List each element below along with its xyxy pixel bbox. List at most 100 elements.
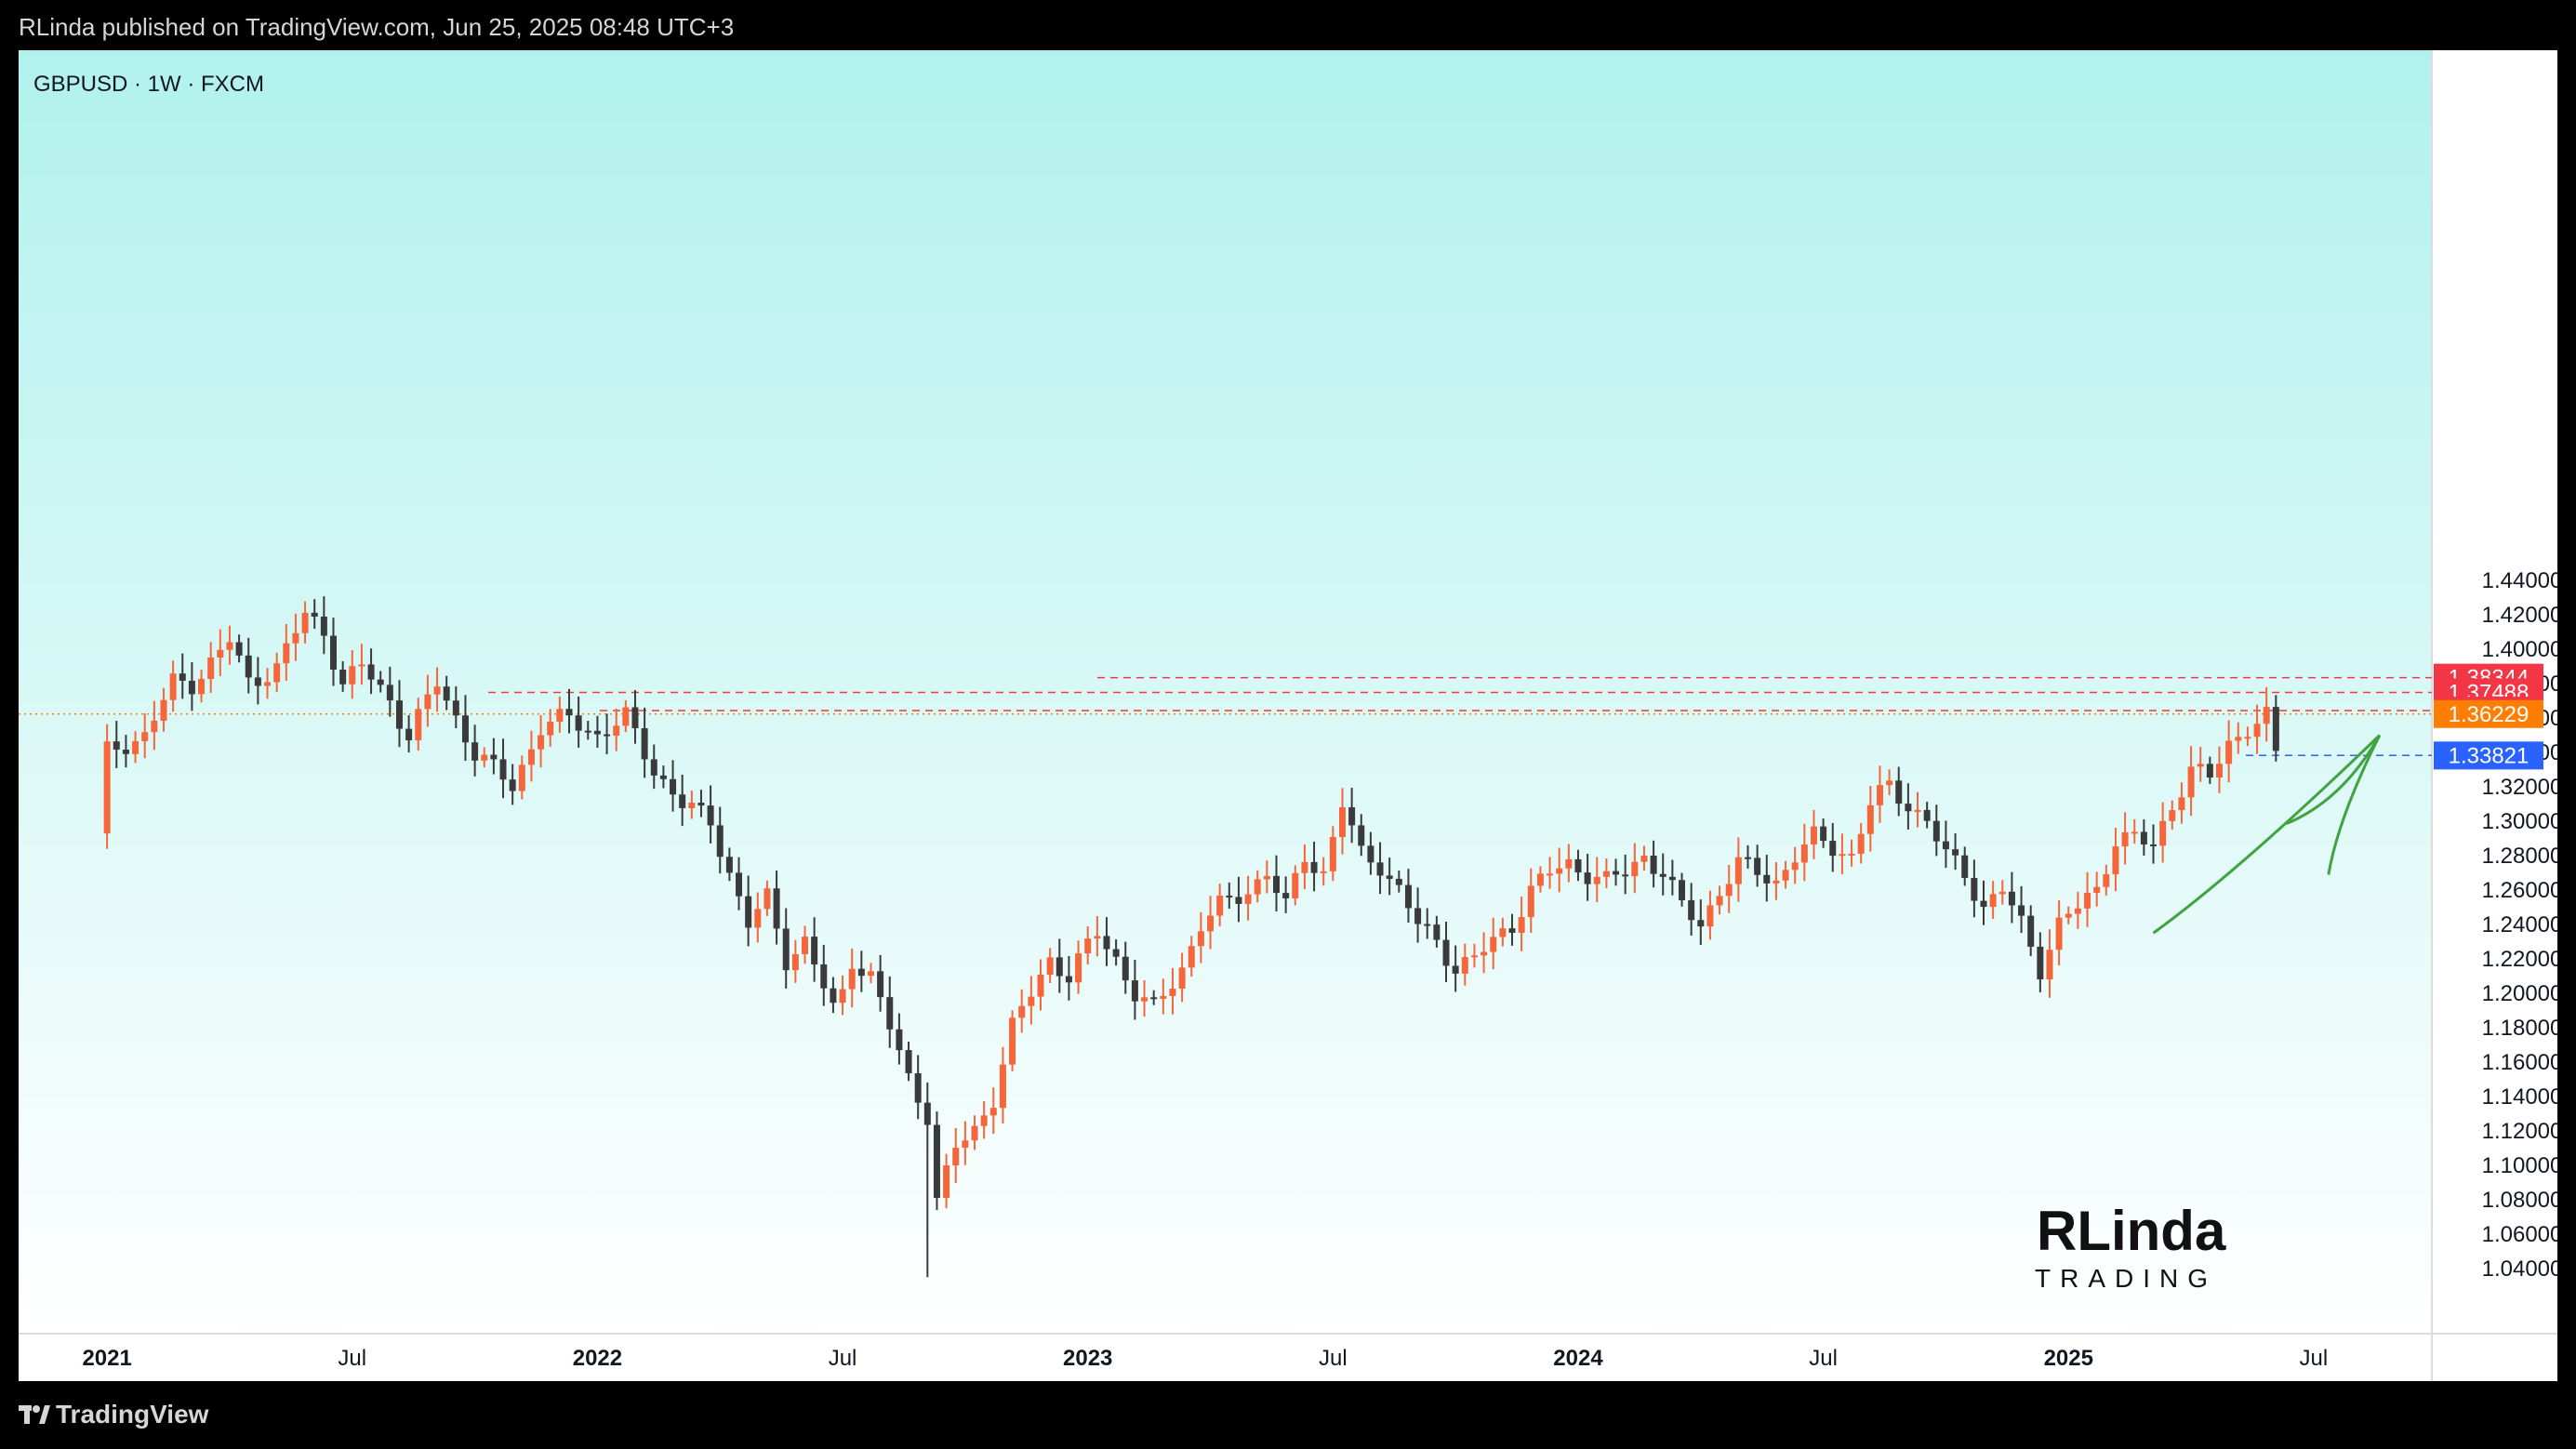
price-tick-label: 1.10000: [2482, 1153, 2557, 1178]
candle: [631, 689, 639, 744]
candle-body: [151, 720, 158, 733]
candle: [471, 724, 479, 777]
candle-body: [1301, 861, 1308, 873]
candle-body: [1565, 858, 1573, 869]
candle-body: [2272, 707, 2279, 751]
time-axis-ticks: 2021 Jul 2022 Jul 2023 Jul 2024 Jul 2025 Jul: [82, 1346, 2328, 1371]
candle-body: [2263, 707, 2270, 724]
candle-body: [1442, 939, 1450, 966]
candle: [1461, 943, 1468, 986]
candle: [1084, 925, 1092, 964]
candle-body: [405, 728, 413, 740]
time-tick-label: Jul: [338, 1346, 366, 1371]
candle-body: [1876, 785, 1883, 805]
candle: [1254, 870, 1261, 903]
candle: [830, 977, 837, 1014]
candle-body: [659, 775, 667, 779]
candle: [1470, 943, 1478, 968]
candle: [867, 963, 874, 984]
candle: [688, 791, 696, 819]
candle: [952, 1127, 960, 1184]
candle-body: [1839, 854, 1846, 857]
candle: [1207, 896, 1215, 950]
candle-body: [1745, 857, 1751, 859]
candle: [349, 650, 356, 699]
candle: [886, 976, 894, 1048]
candle: [1009, 1010, 1016, 1071]
candle-body: [424, 694, 432, 710]
candle-body: [395, 700, 403, 729]
candle: [1037, 959, 1044, 1011]
candle: [1640, 845, 1648, 871]
time-tick-label: 2025: [2044, 1346, 2093, 1371]
candle: [1188, 936, 1195, 977]
candle-body: [1800, 844, 1808, 863]
time-tick-label: Jul: [1809, 1346, 1838, 1371]
candle-body: [1490, 937, 1497, 952]
candle-body: [1679, 880, 1686, 900]
candle: [896, 1013, 903, 1065]
chart-area[interactable]: GBPUSD · 1W · FXCM 1.44000 1.42000 1.40000…: [19, 50, 2562, 1381]
candle: [132, 731, 139, 764]
candle: [217, 629, 224, 676]
candle: [1018, 989, 1026, 1033]
candle-body: [857, 968, 865, 977]
candle-body: [556, 709, 564, 723]
candle-body: [1404, 884, 1412, 909]
candle-body: [2150, 844, 2158, 846]
candle: [773, 871, 780, 945]
candle-body: [2197, 764, 2204, 767]
candle: [1745, 844, 1751, 869]
tradingview-brand: TradingView: [56, 1400, 209, 1429]
candle: [2140, 819, 2147, 856]
candle-body: [2121, 831, 2129, 847]
candle: [226, 625, 233, 665]
candle: [1414, 887, 1422, 943]
candle: [1329, 826, 1336, 882]
candle: [424, 674, 432, 727]
candle: [283, 623, 290, 681]
candle: [1348, 788, 1356, 844]
candle: [339, 660, 347, 692]
candle: [971, 1115, 978, 1150]
candle-body: [1244, 894, 1252, 904]
candle-body: [1914, 809, 1921, 812]
candle: [1103, 917, 1110, 966]
candle-body: [1273, 875, 1280, 894]
candle: [613, 708, 620, 751]
candle: [2037, 932, 2044, 992]
candle-body: [593, 730, 601, 735]
candle-body: [1433, 924, 1441, 940]
candle-body: [745, 896, 752, 928]
candle: [1866, 785, 1874, 852]
time-tick-label: 2023: [1063, 1346, 1112, 1371]
candle: [1395, 871, 1402, 893]
candle-body: [584, 730, 591, 733]
candle: [367, 648, 375, 695]
price-tick-label: 1.42000: [2482, 603, 2557, 628]
candle: [2225, 720, 2233, 783]
candle-body: [1470, 955, 1478, 958]
candle: [2065, 906, 2072, 924]
candle: [1556, 847, 1563, 893]
candle-body: [2225, 740, 2233, 764]
candle: [273, 652, 281, 692]
candle: [1292, 865, 1299, 906]
candle: [857, 950, 865, 992]
candle-body: [226, 642, 233, 650]
candle: [650, 744, 657, 790]
candle-body: [2037, 946, 2044, 980]
candle-body: [160, 699, 167, 721]
price-tick-label: 1.20000: [2482, 981, 2557, 1006]
candle: [1338, 788, 1346, 855]
candle: [113, 721, 120, 768]
candle: [1386, 857, 1393, 896]
candle-body: [1725, 884, 1733, 897]
chart-svg[interactable]: GBPUSD · 1W · FXCM 1.44000 1.42000 1.40000…: [19, 50, 2562, 1381]
candle: [1932, 804, 1940, 857]
candle-body: [1848, 853, 1855, 856]
candle-body: [1367, 845, 1374, 863]
candle: [1905, 783, 1912, 830]
candle-body: [1188, 946, 1195, 968]
